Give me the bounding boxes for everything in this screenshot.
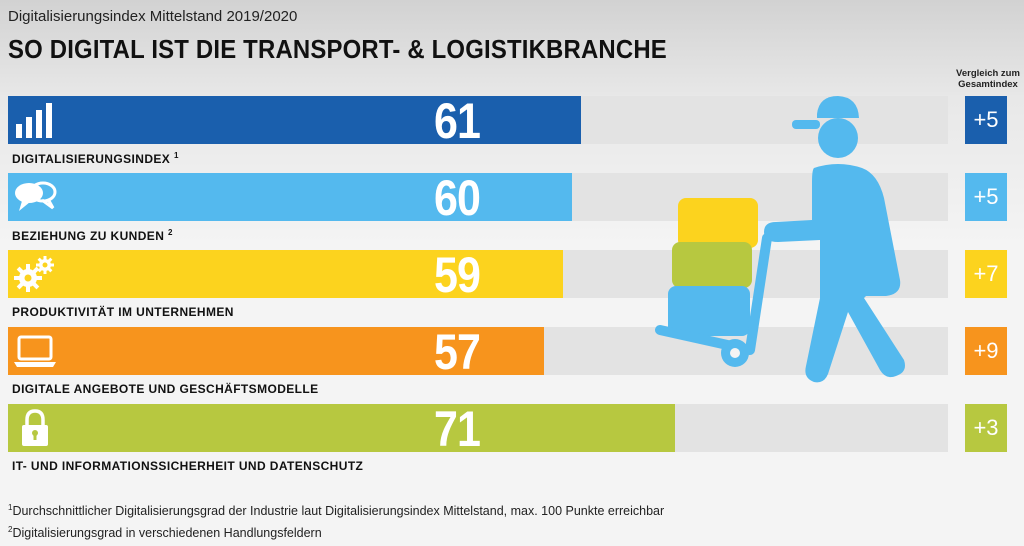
footnote: 2Digitalisierungsgrad in verschiedenen H… <box>8 525 322 540</box>
comparison-badge: +3 <box>965 404 1007 452</box>
bar-digitale-angebote-und-geschaeftsmodelle <box>8 327 544 375</box>
bar-it-und-informationssicherheit-und-datenschutz <box>8 404 676 452</box>
gears-icon <box>12 254 58 294</box>
bar-value-label: 59 <box>433 247 481 303</box>
category-label: DIGITALISIERUNGSINDEX 1 <box>12 151 179 166</box>
footnote-text: Digitalisierungsgrad in verschiedenen Ha… <box>12 526 322 541</box>
footnote: 1Durchschnittlicher Digitalisierungsgrad… <box>8 503 664 518</box>
padlock-icon <box>12 408 58 448</box>
bar-value-label: 60 <box>433 170 481 226</box>
bar-produktivitaet-im-unternehmen <box>8 250 563 298</box>
laptop-icon <box>12 331 58 371</box>
footnote-mark: 1 <box>8 503 13 512</box>
footnote-ref: 2 <box>168 228 173 237</box>
speech-bubbles-icon <box>12 177 58 217</box>
footnote-mark: 2 <box>8 525 13 534</box>
comparison-header: Vergleich zum Gesamtindex <box>942 68 1024 90</box>
chart-title: SO DIGITAL IST DIE TRANSPORT- & LOGISTIK… <box>8 34 667 64</box>
category-label: PRODUKTIVITÄT IM UNTERNEHMEN <box>12 305 234 319</box>
comparison-badge: +5 <box>965 96 1007 144</box>
category-label: IT- UND INFORMATIONSSICHERHEIT UND DATEN… <box>12 459 363 473</box>
bar-beziehung-zu-kunden <box>8 173 572 221</box>
footnote-text: Durchschnittlicher Digitalisierungsgrad … <box>12 504 665 519</box>
worker-icon <box>764 96 905 383</box>
category-label-text: DIGITALISIERUNGSINDEX <box>12 152 171 166</box>
bar-value-label: 71 <box>433 401 481 457</box>
comparison-header-line2: Gesamtindex <box>958 79 1018 90</box>
bar-chart-icon <box>12 100 58 140</box>
footnote-ref: 1 <box>173 151 179 160</box>
comparison-header-line1: Vergleich zum <box>956 68 1020 79</box>
bar-digitalisierungsindex <box>8 96 582 144</box>
category-label-text: PRODUKTIVITÄT IM UNTERNEHMEN <box>12 305 234 319</box>
category-label-text: DIGITALE ANGEBOTE UND GESCHÄFTSMODELLE <box>12 382 319 396</box>
delivery-worker-illustration <box>655 96 905 383</box>
comparison-badge: +9 <box>965 327 1007 375</box>
category-label: DIGITALE ANGEBOTE UND GESCHÄFTSMODELLE <box>12 382 319 396</box>
bar-value-label: 57 <box>433 324 481 380</box>
comparison-badge: +5 <box>965 173 1007 221</box>
hand-truck-boxes-icon <box>655 198 772 367</box>
category-label-text: IT- UND INFORMATIONSSICHERHEIT UND DATEN… <box>12 459 364 473</box>
category-label: BEZIEHUNG ZU KUNDEN 2 <box>12 228 173 243</box>
comparison-badge: +7 <box>965 250 1007 298</box>
category-label-text: BEZIEHUNG ZU KUNDEN <box>12 229 165 243</box>
chart-subtitle: Digitalisierungsindex Mittelstand 2019/2… <box>8 8 298 25</box>
bar-value-label: 61 <box>433 93 481 149</box>
